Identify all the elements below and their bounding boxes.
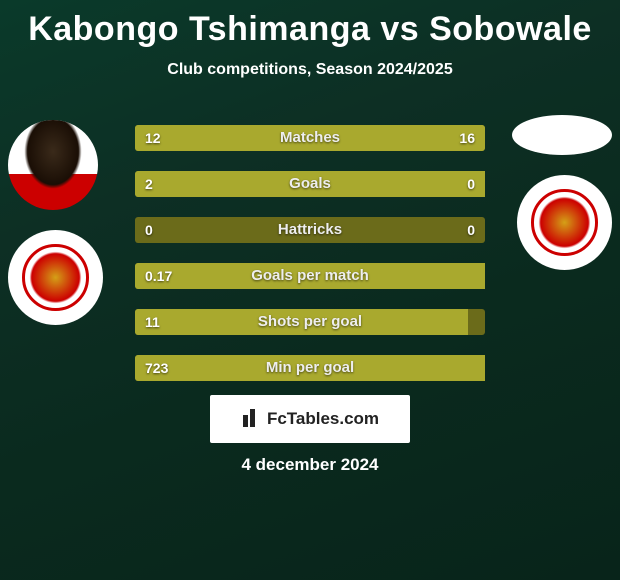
stat-row: Goals per match0.17 <box>135 263 485 289</box>
stat-value-right: 0 <box>467 217 475 243</box>
stat-row: Shots per goal11 <box>135 309 485 335</box>
stat-label: Goals <box>135 171 485 197</box>
player-right-club-crest <box>517 175 612 270</box>
snapshot-date: 4 december 2024 <box>0 455 620 475</box>
comparison-title: Kabongo Tshimanga vs Sobowale <box>0 0 620 49</box>
stat-label: Min per goal <box>135 355 485 381</box>
player-left-avatars <box>8 120 118 345</box>
stat-label: Goals per match <box>135 263 485 289</box>
branding-badge: FcTables.com <box>210 395 410 443</box>
stat-row: Matches12 16 <box>135 125 485 151</box>
stat-value-left: 0 <box>145 217 153 243</box>
stat-value-left: 11 <box>145 309 160 335</box>
stat-value-left: 12 <box>145 125 161 151</box>
player-left-club-crest <box>8 230 103 325</box>
stat-value-left: 723 <box>145 355 168 381</box>
comparison-subtitle: Club competitions, Season 2024/2025 <box>0 61 620 79</box>
stat-bars-container: Matches1216Goals20Hattricks00Goals per m… <box>135 125 485 401</box>
player-right-photo-placeholder <box>512 115 612 155</box>
branding-text: FcTables.com <box>267 409 379 429</box>
stat-label: Matches <box>135 125 485 151</box>
stat-row: Min per goal723 <box>135 355 485 381</box>
stat-label: Hattricks <box>135 217 485 243</box>
player-right-avatars <box>502 115 612 290</box>
stat-row: Goals2 0 <box>135 171 485 197</box>
player-left-photo <box>8 120 98 210</box>
stat-value-right: 0 <box>467 171 475 197</box>
stat-value-left: 2 <box>145 171 153 197</box>
stat-label: Shots per goal <box>135 309 485 335</box>
stat-row: Hattricks0 0 <box>135 217 485 243</box>
stat-value-right: 16 <box>459 125 475 151</box>
stat-value-left: 0.17 <box>145 263 172 289</box>
branding-logo-icon <box>241 409 261 429</box>
